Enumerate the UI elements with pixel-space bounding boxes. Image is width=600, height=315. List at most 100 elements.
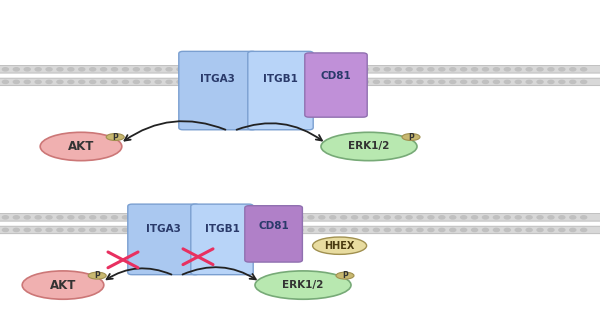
Circle shape [482,80,488,83]
Circle shape [515,228,521,232]
Circle shape [373,216,379,219]
Circle shape [79,228,85,232]
Circle shape [101,228,107,232]
Circle shape [253,68,259,71]
Circle shape [112,228,118,232]
Circle shape [79,80,85,83]
Circle shape [155,68,161,71]
Circle shape [155,80,161,83]
Circle shape [505,68,511,71]
Circle shape [144,228,150,232]
Circle shape [68,216,74,219]
Circle shape [286,216,292,219]
Circle shape [57,228,63,232]
Circle shape [188,68,194,71]
Circle shape [548,228,554,232]
Circle shape [559,228,565,232]
Circle shape [221,80,227,83]
Circle shape [373,80,379,83]
Ellipse shape [40,132,122,161]
Circle shape [2,228,8,232]
Circle shape [493,68,499,71]
Circle shape [144,80,150,83]
Text: P: P [342,271,348,280]
Circle shape [406,80,412,83]
Circle shape [319,216,325,219]
Circle shape [515,216,521,219]
Circle shape [35,80,41,83]
Circle shape [308,216,314,219]
Circle shape [177,228,183,232]
Circle shape [275,216,281,219]
Circle shape [308,68,314,71]
Circle shape [384,80,390,83]
Circle shape [548,68,554,71]
Circle shape [13,80,19,83]
Circle shape [548,80,554,83]
Circle shape [89,68,95,71]
Circle shape [89,228,95,232]
Circle shape [13,216,19,219]
Text: P: P [408,133,414,141]
Text: CD81: CD81 [258,221,289,231]
Circle shape [297,68,303,71]
Circle shape [341,228,347,232]
Circle shape [373,68,379,71]
Circle shape [275,68,281,71]
Circle shape [133,216,139,219]
Circle shape [177,80,183,83]
Circle shape [89,216,95,219]
Ellipse shape [22,271,104,299]
Circle shape [526,68,532,71]
Circle shape [68,80,74,83]
Circle shape [188,216,194,219]
Circle shape [89,80,95,83]
FancyBboxPatch shape [248,51,313,130]
Text: ITGB1: ITGB1 [205,225,239,234]
Circle shape [2,68,8,71]
Circle shape [406,68,412,71]
Circle shape [112,80,118,83]
Circle shape [472,80,478,83]
Circle shape [199,68,205,71]
Circle shape [177,68,183,71]
Circle shape [297,216,303,219]
Circle shape [439,80,445,83]
Ellipse shape [402,134,420,140]
Circle shape [177,216,183,219]
Circle shape [199,80,205,83]
Circle shape [417,68,423,71]
Circle shape [2,80,8,83]
Text: HHEX: HHEX [325,241,355,251]
Circle shape [253,216,259,219]
Circle shape [210,80,216,83]
Circle shape [461,228,467,232]
Circle shape [46,216,52,219]
Circle shape [232,68,238,71]
Circle shape [373,228,379,232]
Circle shape [581,80,587,83]
Circle shape [35,216,41,219]
Circle shape [2,216,8,219]
Circle shape [406,228,412,232]
Circle shape [559,68,565,71]
Ellipse shape [313,237,367,255]
Circle shape [188,80,194,83]
Circle shape [286,68,292,71]
Circle shape [482,68,488,71]
Circle shape [330,68,336,71]
Circle shape [570,216,576,219]
Circle shape [24,68,30,71]
Circle shape [232,80,238,83]
Circle shape [395,216,401,219]
Circle shape [188,228,194,232]
Circle shape [210,216,216,219]
Circle shape [384,228,390,232]
Text: AKT: AKT [50,278,76,292]
Circle shape [242,68,248,71]
Circle shape [581,216,587,219]
Circle shape [505,216,511,219]
FancyBboxPatch shape [191,204,253,275]
Circle shape [210,68,216,71]
Circle shape [439,216,445,219]
